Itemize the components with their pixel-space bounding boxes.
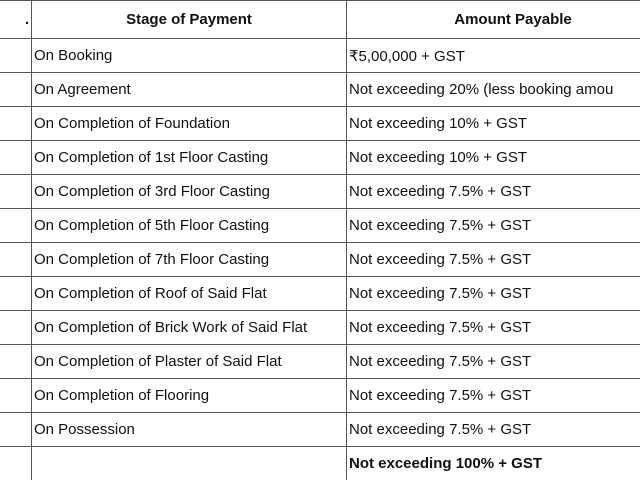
index-cell	[0, 38, 32, 73]
header-cell: .	[0, 0, 32, 39]
amount-cell: Not exceeding 7.5% + GST	[346, 208, 640, 243]
stage-cell: On Completion of 3rd Floor Casting	[31, 174, 347, 209]
stage-cell: On Completion of 1st Floor Casting	[31, 140, 347, 175]
amount-cell: Not exceeding 10% + GST	[346, 140, 640, 175]
table-row: On Completion of Roof of Said Flat Not ex…	[0, 276, 640, 311]
index-cell	[0, 140, 32, 175]
amount-cell: Not exceeding 7.5% + GST	[346, 412, 640, 447]
header-cell: Stage of Payment	[31, 0, 347, 39]
total-amount-cell: Not exceeding 100% + GST	[346, 446, 640, 480]
amount-cell: ₹5,00,000 + GST	[346, 38, 640, 73]
index-cell	[0, 208, 32, 243]
stage-cell: On Completion of 7th Floor Casting	[31, 242, 347, 277]
index-cell	[0, 344, 32, 379]
stage-cell: On Completion of 5th Floor Casting	[31, 208, 347, 243]
stage-cell: On Completion of Foundation	[31, 106, 347, 141]
table-row: On Completion of 1st Floor Casting Not ex…	[0, 140, 640, 175]
index-cell	[0, 310, 32, 345]
amount-cell: Not exceeding 7.5% + GST	[346, 242, 640, 277]
table-row: On Completion of Foundation Not exceeding…	[0, 106, 640, 141]
amount-cell: Not exceeding 7.5% + GST	[346, 344, 640, 379]
table-row: On Completion of 7th Floor Casting Not ex…	[0, 242, 640, 277]
amount-cell: Not exceeding 7.5% + GST	[346, 378, 640, 413]
table-row: On Booking ₹5,00,000 + GST	[0, 38, 640, 73]
index-cell	[0, 174, 32, 209]
stage-cell: On Possession	[31, 412, 347, 447]
table-body: On Booking ₹5,00,000 + GST On Agreement Not…	[0, 38, 640, 480]
table-row: On Completion of Brick Work of Said Flat…	[0, 310, 640, 345]
table-row: On Completion of 3rd Floor Casting Not ex…	[0, 174, 640, 209]
table-row: On Agreement Not exceeding 20% (less book…	[0, 72, 640, 107]
index-cell	[0, 72, 32, 107]
stage-cell: On Completion of Flooring	[31, 378, 347, 413]
index-cell	[0, 242, 32, 277]
index-cell	[0, 276, 32, 311]
index-cell	[0, 412, 32, 447]
amount-cell: Not exceeding 20% (less booking amou	[346, 72, 640, 107]
header-row: . Stage of Payment Amount Payable	[0, 0, 640, 39]
index-cell	[0, 378, 32, 413]
stage-cell: On Agreement	[31, 72, 347, 107]
table-row: On Completion of Plaster of Said Flat Not…	[0, 344, 640, 379]
table-row: On Completion of Flooring Not exceeding 7…	[0, 378, 640, 413]
stage-cell	[31, 446, 347, 480]
header-cell: Amount Payable	[346, 0, 640, 39]
stage-cell: On Completion of Roof of Said Flat	[31, 276, 347, 311]
total-row: Not exceeding 100% + GST	[0, 446, 640, 480]
amount-cell: Not exceeding 10% + GST	[346, 106, 640, 141]
table-row: On Completion of 5th Floor Casting Not ex…	[0, 208, 640, 243]
index-cell	[0, 446, 32, 480]
stage-cell: On Completion of Plaster of Said Flat	[31, 344, 347, 379]
table-row: On Possession Not exceeding 7.5% + GST	[0, 412, 640, 447]
index-cell	[0, 106, 32, 141]
stage-cell: On Booking	[31, 38, 347, 73]
amount-cell: Not exceeding 7.5% + GST	[346, 310, 640, 345]
stage-cell: On Completion of Brick Work of Said Flat	[31, 310, 347, 345]
amount-cell: Not exceeding 7.5% + GST	[346, 276, 640, 311]
amount-cell: Not exceeding 7.5% + GST	[346, 174, 640, 209]
